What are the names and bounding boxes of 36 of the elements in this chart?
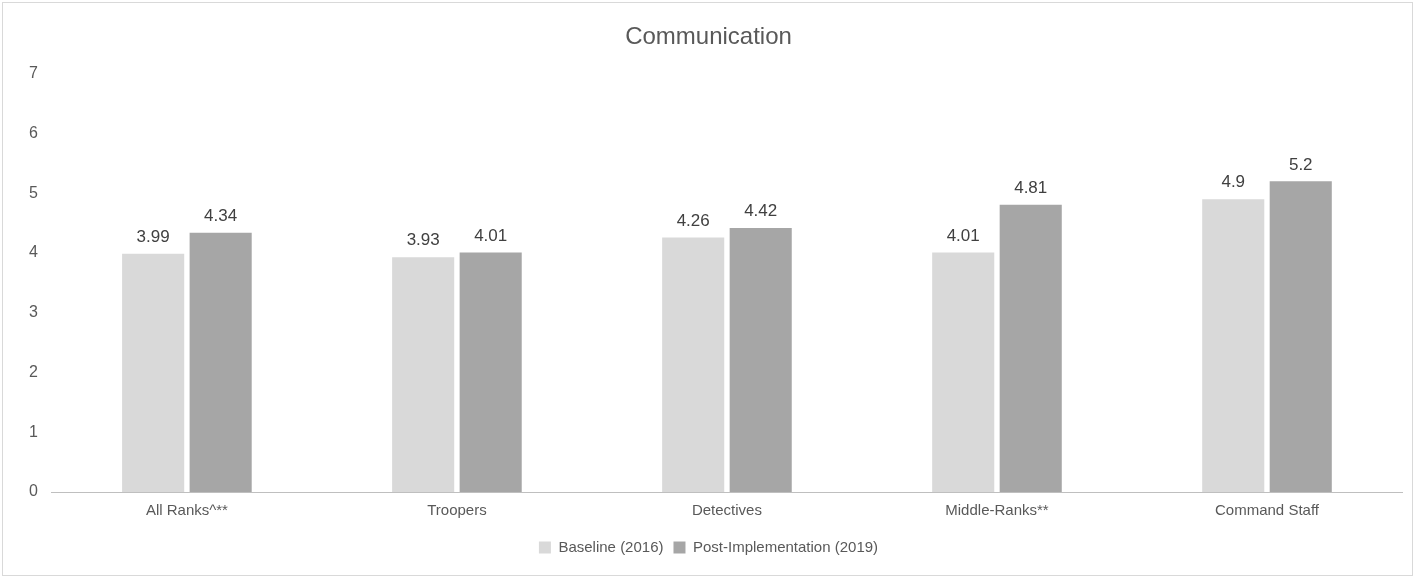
bar [1202, 199, 1265, 492]
x-tick-label: All Ranks^** [145, 501, 229, 519]
data-label: 3.99 [136, 226, 170, 246]
x-tick-label: Middle-Ranks** [945, 501, 1049, 519]
bar [662, 237, 725, 492]
y-tick-label: 5 [28, 183, 38, 201]
bar [999, 204, 1062, 492]
data-label: 4.34 [204, 205, 238, 225]
data-label: 4.9 [1221, 172, 1246, 192]
bar [1269, 181, 1332, 492]
legend-label: Post-Implementation (2019) [692, 537, 879, 555]
bar [932, 252, 995, 492]
y-tick-label: 2 [28, 362, 38, 380]
x-tick-label: Troopers [427, 501, 487, 519]
y-tick-label: 4 [28, 243, 38, 261]
bar [459, 252, 522, 492]
data-label: 4.01 [946, 225, 980, 245]
data-label: 4.26 [676, 210, 710, 230]
data-label: 4.01 [474, 225, 508, 245]
data-label: 3.93 [406, 230, 440, 250]
x-tick-label: Command Staff [1215, 501, 1320, 519]
y-tick-label: 1 [28, 422, 38, 440]
y-tick-label: 0 [28, 482, 38, 500]
bar [392, 257, 455, 492]
data-label: 5.2 [1288, 154, 1313, 174]
bar [729, 227, 792, 492]
y-tick-label: 3 [28, 303, 38, 321]
y-tick-label: 7 [28, 64, 38, 82]
x-tick-label: Detectives [691, 501, 762, 519]
y-tick-label: 6 [28, 123, 38, 141]
data-label: 4.42 [744, 201, 778, 221]
bar [189, 232, 252, 492]
legend-label: Baseline (2016) [558, 537, 664, 555]
chart-title: Communication [625, 22, 792, 50]
bar [122, 253, 185, 492]
data-label: 4.81 [1014, 177, 1048, 197]
